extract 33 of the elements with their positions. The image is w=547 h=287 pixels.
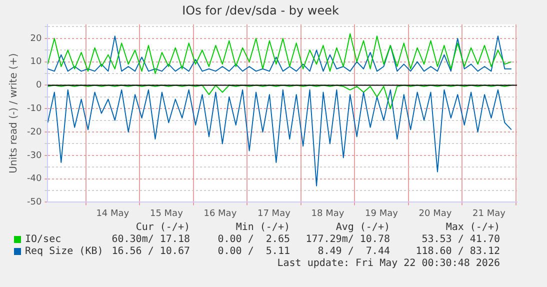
y-tick-label: 0: [36, 80, 42, 91]
text: 118.60 / 83.12: [416, 246, 500, 258]
y-tick-label: -50: [26, 198, 42, 208]
legend-label: Req Size (KB): [25, 246, 104, 258]
y-tick-label: -30: [26, 150, 42, 161]
y-tick-label: -40: [26, 174, 42, 184]
y-axis-title: Units read (-) / write (+): [8, 53, 20, 174]
text: Max (-/+): [446, 222, 500, 234]
legend-label: IO/sec: [25, 234, 62, 246]
x-tick-label: 19 May: [365, 208, 399, 219]
chart-title: IOs for /dev/sda - by week: [182, 3, 339, 18]
y-tick-label: -20: [26, 127, 42, 138]
text: 16.56 / 10.67: [112, 246, 190, 258]
y-tick-label: 10: [30, 57, 42, 68]
text: 8.49 / 7.44: [318, 246, 390, 258]
x-tick-label: 16 May: [204, 208, 238, 219]
text: 53.53 / 41.70: [422, 234, 500, 246]
x-tick-label: 15 May: [150, 208, 184, 219]
y-tick-label: -10: [26, 104, 42, 114]
text: Cur (-/+): [136, 222, 190, 234]
text: Avg (-/+): [336, 222, 390, 234]
x-tick-label: 21 May: [472, 208, 506, 219]
text: 0.00 / 2.65: [218, 234, 290, 246]
x-tick-label: 18 May: [311, 208, 345, 219]
text: 177.29m/ 10.78: [306, 234, 390, 246]
text: Last update: Fri May 22 00:30:48 2026: [277, 258, 500, 270]
text: Min (-/+): [236, 222, 290, 234]
x-tick-label: 17 May: [257, 208, 292, 219]
y-tick-label: 20: [30, 34, 42, 44]
text: 0.00 / 5.11: [218, 246, 290, 258]
text: 60.30m/ 17.18: [112, 234, 190, 246]
x-tick-label: 20 May: [418, 208, 452, 219]
x-tick-label: 14 May: [96, 208, 130, 219]
